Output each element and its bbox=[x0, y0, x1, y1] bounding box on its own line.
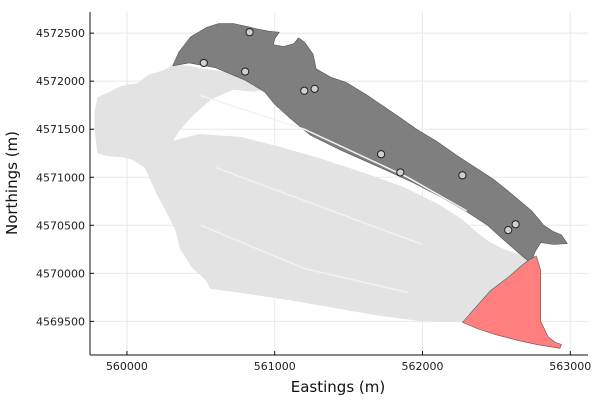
channel-streak bbox=[215, 166, 423, 246]
channel-streak bbox=[200, 94, 468, 212]
data-point bbox=[241, 67, 250, 76]
dark-region bbox=[172, 23, 568, 268]
x-axis-label: Eastings (m) bbox=[291, 378, 385, 396]
y-tick-label: 4572000 bbox=[36, 75, 85, 88]
data-point bbox=[310, 84, 319, 93]
data-point bbox=[458, 171, 467, 180]
y-tick-label: 4569500 bbox=[36, 315, 85, 328]
data-point bbox=[199, 58, 208, 68]
y-tick-label: 4572500 bbox=[36, 27, 85, 40]
data-point bbox=[504, 225, 513, 235]
data-point bbox=[300, 86, 309, 95]
channel-streak bbox=[200, 224, 408, 294]
x-tick-label: 562000 bbox=[401, 360, 443, 373]
y-tick-label: 4571500 bbox=[36, 123, 85, 136]
y-axis-label: Northings (m) bbox=[3, 131, 21, 235]
data-point bbox=[511, 220, 520, 229]
axis-layer: 560000 561000 562000 563000 4569500 4570000 45… bbox=[36, 12, 591, 373]
data-point bbox=[396, 168, 405, 177]
red-region bbox=[461, 255, 562, 349]
y-tick-label: 4570000 bbox=[36, 267, 85, 280]
region-layer bbox=[94, 23, 568, 349]
x-tick-label: 561000 bbox=[254, 360, 296, 373]
data-point bbox=[245, 28, 254, 37]
point-layer bbox=[199, 28, 520, 235]
x-tick-label: 563000 bbox=[549, 360, 591, 373]
x-tick-label: 560000 bbox=[106, 360, 148, 373]
data-point bbox=[377, 150, 386, 159]
y-tick-label: 4571000 bbox=[36, 171, 85, 184]
light-region bbox=[94, 64, 541, 323]
y-tick-label: 4570500 bbox=[36, 219, 85, 232]
